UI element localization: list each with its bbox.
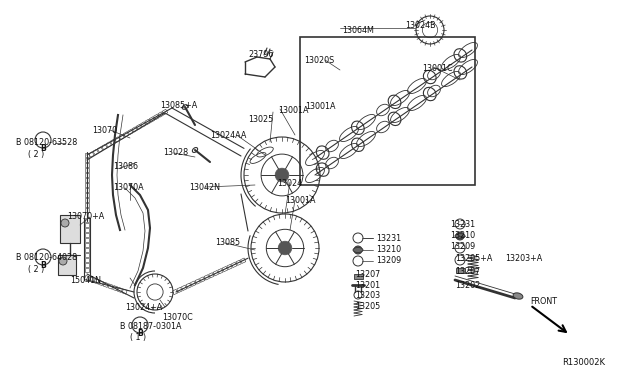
Text: 13201: 13201 — [355, 281, 380, 290]
Text: 13001A: 13001A — [278, 106, 308, 115]
Text: 13231: 13231 — [450, 220, 475, 229]
Text: 13070A: 13070A — [113, 183, 143, 192]
Text: B: B — [137, 329, 143, 338]
Text: ( 1 ): ( 1 ) — [130, 333, 146, 342]
Text: 13205+A: 13205+A — [455, 254, 492, 263]
Text: 13020S: 13020S — [304, 56, 334, 65]
Text: 13001A: 13001A — [285, 196, 316, 205]
Text: B: B — [40, 144, 45, 153]
Bar — [300, 37, 475, 185]
Ellipse shape — [353, 247, 363, 253]
Text: 13070+A: 13070+A — [67, 212, 104, 221]
Text: 23796: 23796 — [248, 50, 273, 59]
Text: 13024AA: 13024AA — [210, 131, 246, 140]
Text: 13025: 13025 — [248, 115, 273, 124]
Text: 13210: 13210 — [450, 231, 475, 240]
Text: 15041N: 15041N — [70, 276, 101, 285]
Text: FRONT: FRONT — [530, 297, 557, 306]
Text: 13070C: 13070C — [162, 313, 193, 322]
Text: 13028: 13028 — [163, 148, 188, 157]
Text: B 08187-0301A: B 08187-0301A — [120, 322, 182, 331]
Text: 13042N: 13042N — [189, 183, 220, 192]
Circle shape — [354, 246, 362, 254]
Text: 13085+A: 13085+A — [160, 101, 197, 110]
Text: 13001A: 13001A — [305, 102, 335, 111]
Text: 13207: 13207 — [455, 267, 480, 276]
Text: 13210: 13210 — [376, 245, 401, 254]
Text: 13024B: 13024B — [405, 21, 436, 30]
Ellipse shape — [513, 293, 523, 299]
Bar — [354, 274, 363, 279]
Circle shape — [275, 168, 289, 182]
Text: 13064M: 13064M — [342, 26, 374, 35]
Circle shape — [61, 219, 69, 227]
Text: 13209: 13209 — [450, 242, 476, 251]
Text: 13203: 13203 — [355, 291, 380, 300]
Text: 13086: 13086 — [113, 162, 138, 171]
Ellipse shape — [455, 234, 465, 238]
Text: 13203+A: 13203+A — [505, 254, 542, 263]
Text: 13070: 13070 — [92, 126, 117, 135]
Text: 13202: 13202 — [455, 281, 480, 290]
Text: 13231: 13231 — [376, 234, 401, 243]
Text: R130002K: R130002K — [562, 358, 605, 367]
Bar — [58, 255, 76, 275]
Text: 13024: 13024 — [277, 179, 302, 188]
Text: 13207: 13207 — [355, 270, 380, 279]
Circle shape — [456, 232, 464, 240]
Text: 13001C: 13001C — [422, 64, 452, 73]
Text: 13085: 13085 — [215, 238, 240, 247]
Text: ( 2 ): ( 2 ) — [28, 150, 44, 159]
Bar — [60, 215, 80, 243]
Text: B 08120-64028: B 08120-64028 — [16, 253, 77, 262]
Text: B 08120-63528: B 08120-63528 — [16, 138, 77, 147]
Bar — [456, 268, 465, 273]
Circle shape — [59, 257, 67, 265]
Text: 13209: 13209 — [376, 256, 401, 265]
Text: B: B — [40, 261, 45, 270]
Text: ( 2 ): ( 2 ) — [28, 265, 44, 274]
Text: 13024+A: 13024+A — [125, 303, 163, 312]
Circle shape — [278, 241, 292, 255]
Text: 13205: 13205 — [355, 302, 380, 311]
